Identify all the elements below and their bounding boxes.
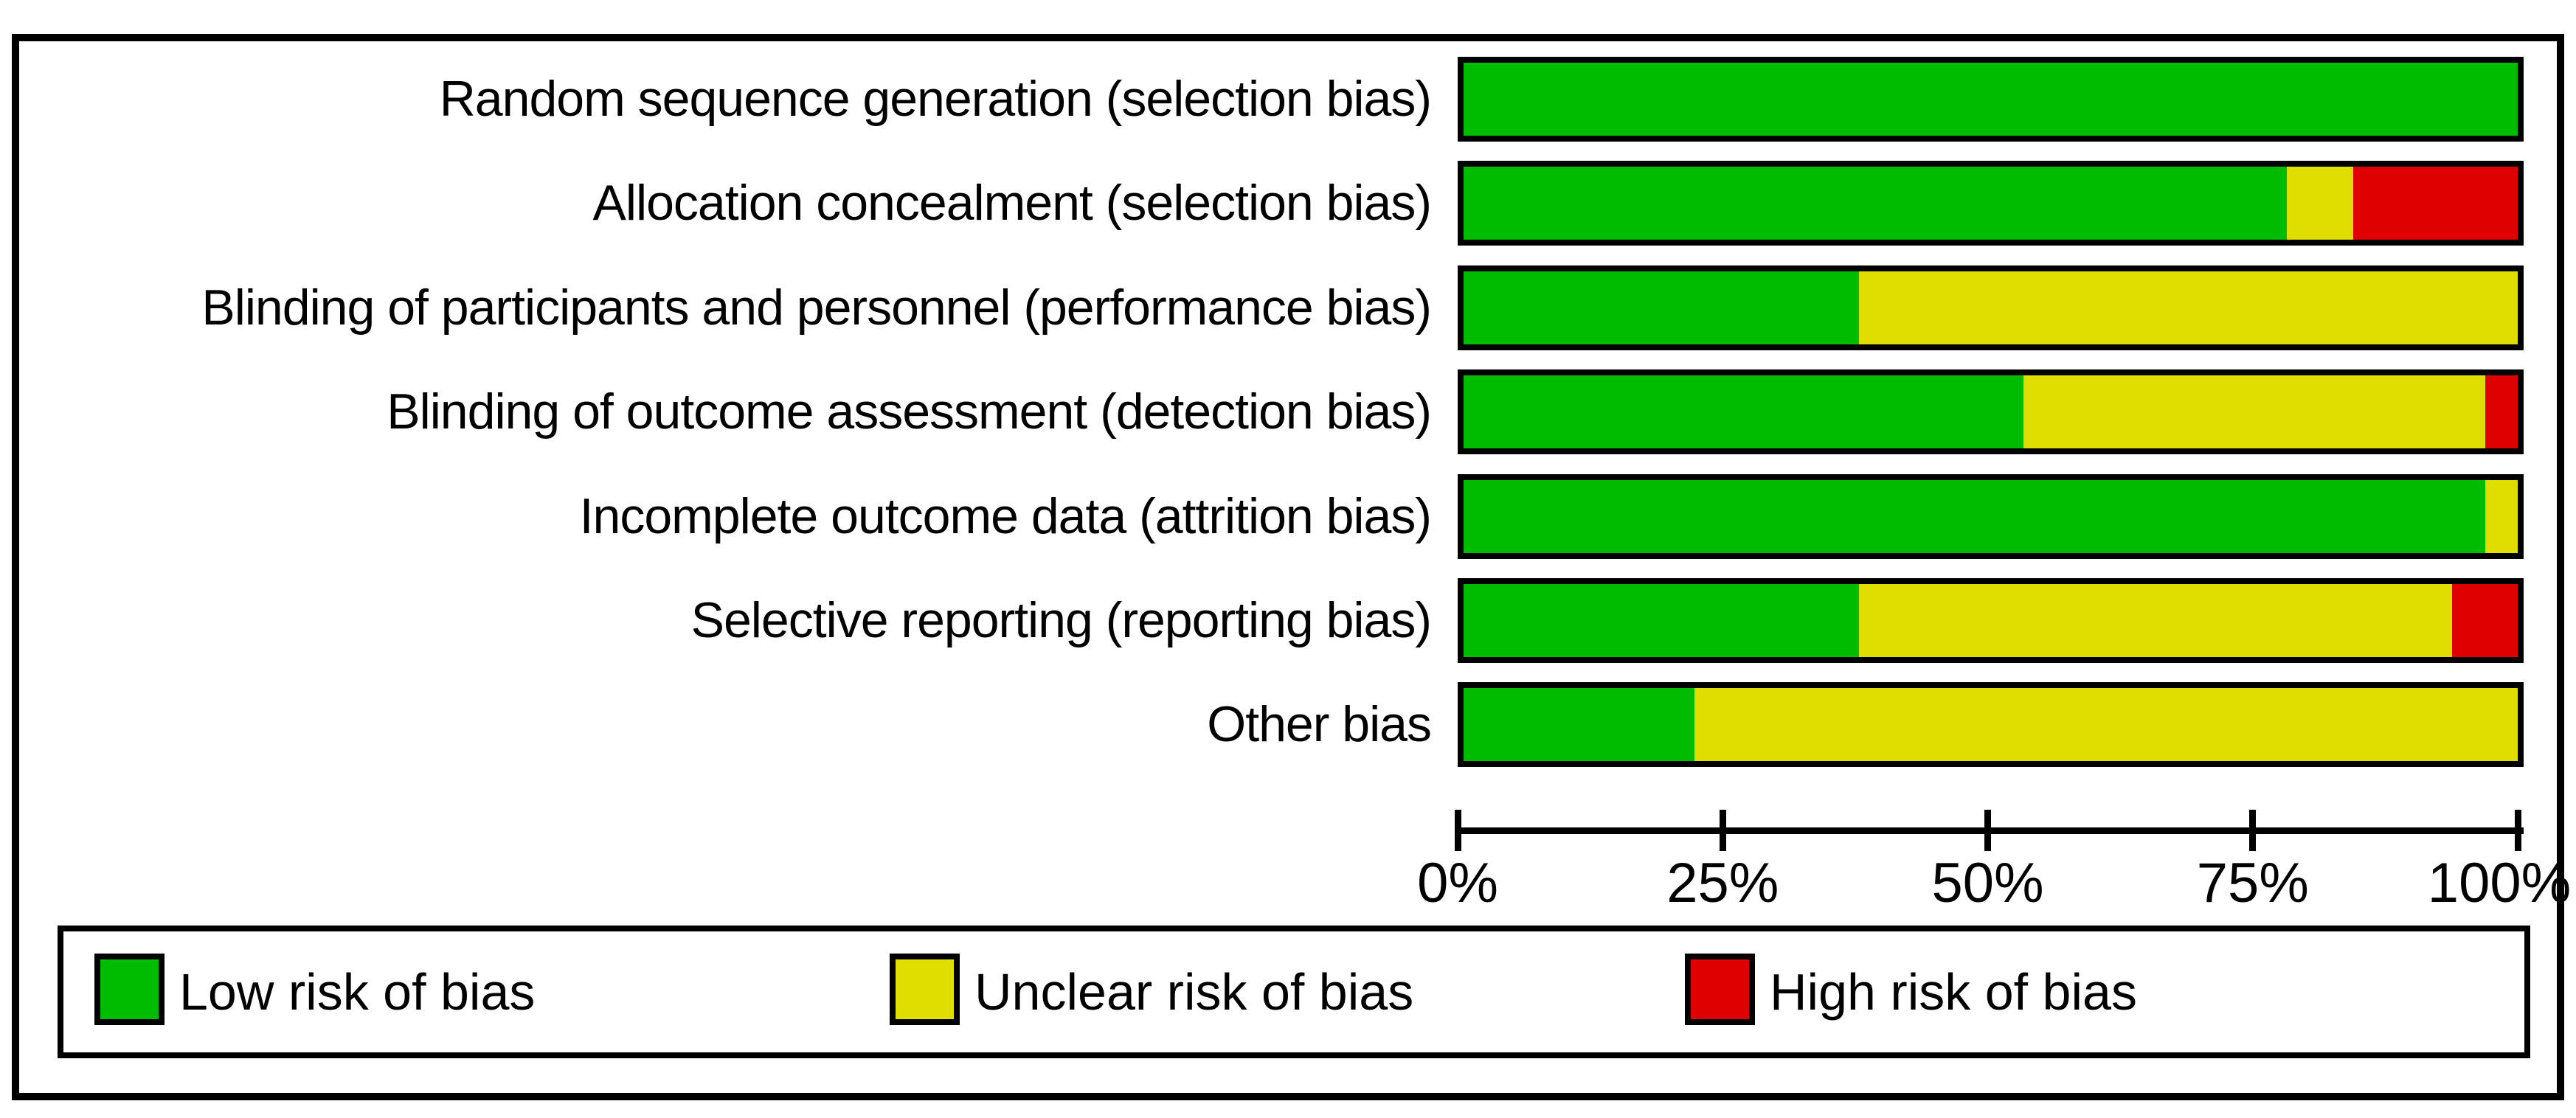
legend-label: Low risk of bias — [179, 963, 536, 1021]
chart-row: Allocation concealment (selection bias) — [19, 161, 2557, 246]
legend-swatch-high — [1685, 954, 1755, 1025]
bar-segment-high — [2452, 584, 2518, 657]
row-label: Allocation concealment (selection bias) — [592, 175, 1433, 231]
stacked-bar — [1458, 57, 2524, 142]
bar-segment-unclear — [2287, 167, 2354, 240]
bar-segment-low — [1464, 375, 2023, 448]
axis-tick-label: 75% — [2196, 852, 2309, 914]
axis-tick — [2249, 810, 2257, 851]
bar-segment-low — [1464, 63, 2518, 136]
axis-tick-label: 25% — [1666, 852, 1779, 914]
row-label: Other bias — [1207, 696, 1432, 752]
stacked-bar — [1458, 578, 2524, 663]
stacked-bar — [1458, 369, 2524, 454]
row-label: Random sequence generation (selection bi… — [439, 71, 1432, 127]
axis-tick-label: 100% — [2427, 852, 2572, 914]
legend-swatch-low — [94, 954, 165, 1025]
axis-tick — [1984, 810, 1991, 851]
axis-tick — [1719, 810, 1726, 851]
bar-segment-low — [1464, 480, 2485, 553]
axis-tick-label: 0% — [1417, 852, 1498, 914]
bar-segment-low — [1464, 167, 2288, 240]
legend: Low risk of bias Unclear risk of bias Hi… — [58, 926, 2530, 1058]
stacked-bar — [1458, 682, 2524, 767]
chart-row: Blinding of participants and personnel (… — [19, 265, 2557, 350]
bar-segment-high — [2485, 375, 2518, 448]
axis-tick-label: 50% — [1931, 852, 2044, 914]
chart-row: Other bias — [19, 682, 2557, 767]
bar-segment-high — [2353, 167, 2518, 240]
bar-segment-unclear — [1858, 271, 2518, 344]
bar-segment-unclear — [1858, 584, 2453, 657]
figure-frame: Random sequence generation (selection bi… — [12, 34, 2571, 1100]
bar-segment-unclear — [2485, 480, 2518, 553]
bar-segment-unclear — [1694, 688, 2518, 761]
bar-segment-low — [1464, 271, 1859, 344]
chart-row: Blinding of outcome assessment (detectio… — [19, 369, 2557, 454]
axis-tick — [1454, 810, 1461, 851]
bar-segment-low — [1464, 688, 1694, 761]
row-label: Incomplete outcome data (attrition bias) — [579, 488, 1432, 544]
row-label: Blinding of outcome assessment (detectio… — [387, 383, 1432, 440]
stacked-bar — [1458, 265, 2524, 350]
bar-segment-low — [1464, 584, 1859, 657]
stacked-bar — [1458, 474, 2524, 559]
row-label: Blinding of participants and personnel (… — [201, 280, 1432, 336]
legend-swatch-unclear — [890, 954, 960, 1025]
bar-segment-unclear — [2023, 375, 2485, 448]
legend-label: Unclear risk of bias — [974, 963, 1414, 1021]
legend-label: High risk of bias — [1770, 963, 2137, 1021]
chart-row: Random sequence generation (selection bi… — [19, 57, 2557, 142]
chart-row: Incomplete outcome data (attrition bias) — [19, 474, 2557, 559]
row-label: Selective reporting (reporting bias) — [690, 592, 1432, 648]
axis-tick — [2514, 810, 2521, 851]
stacked-bar — [1458, 161, 2524, 246]
chart-row: Selective reporting (reporting bias) — [19, 578, 2557, 663]
